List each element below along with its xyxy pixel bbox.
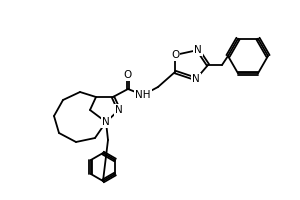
Text: O: O <box>124 70 132 80</box>
Text: O: O <box>171 50 179 60</box>
Text: N: N <box>115 105 123 115</box>
Text: N: N <box>194 45 202 55</box>
Text: NH: NH <box>135 90 151 100</box>
Text: N: N <box>102 117 110 127</box>
Text: N: N <box>192 74 200 84</box>
